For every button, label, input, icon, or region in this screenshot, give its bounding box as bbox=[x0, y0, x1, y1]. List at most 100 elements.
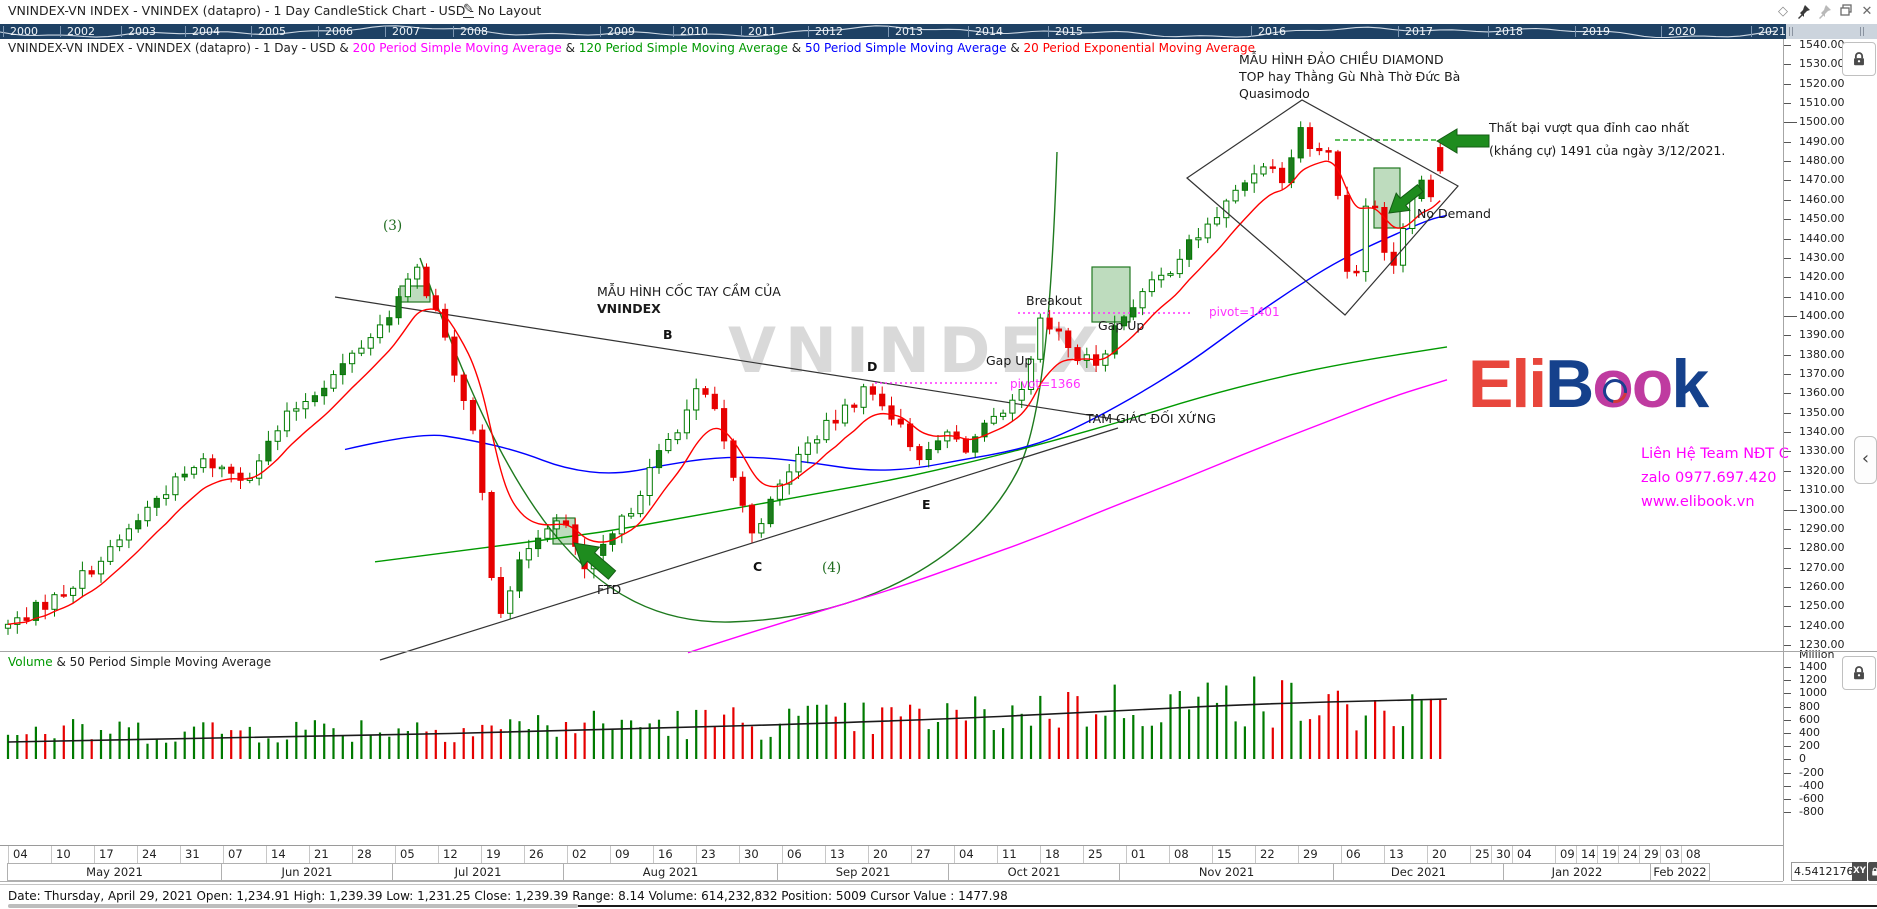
date-day-cell[interactable]: 06 bbox=[1341, 846, 1384, 863]
date-day-cell[interactable]: 03 bbox=[1660, 846, 1681, 863]
date-day-cell[interactable]: 06 bbox=[782, 846, 825, 863]
year-label[interactable]: 2019 bbox=[1582, 25, 1610, 38]
axis-lock-button[interactable] bbox=[1868, 862, 1877, 881]
date-axis-days[interactable]: 04 10 17 24 31 07 14 21 28 05 12 19 26 02 09 16 23 30 06 13… bbox=[8, 846, 1702, 863]
volume-scale-lock-button[interactable] bbox=[1842, 656, 1876, 690]
pane-divider[interactable] bbox=[0, 651, 1877, 652]
date-axis-months[interactable]: May 2021 Jun 2021 Jul 2021 Aug 2021 Sep 2021… bbox=[7, 863, 1710, 881]
year-label[interactable]: 2018 bbox=[1495, 25, 1523, 38]
date-day-cell[interactable]: 08 bbox=[1169, 846, 1212, 863]
year-label[interactable]: 2013 bbox=[895, 25, 923, 38]
date-day-cell[interactable]: 10 bbox=[51, 846, 94, 863]
date-day-cell[interactable]: 25 bbox=[1470, 846, 1491, 863]
year-label[interactable]: 2017 bbox=[1405, 25, 1433, 38]
date-day-cell[interactable]: 14 bbox=[266, 846, 309, 863]
date-day-cell[interactable]: 30 bbox=[1491, 846, 1512, 863]
year-label[interactable]: 2014 bbox=[975, 25, 1003, 38]
year-label[interactable]: 2008 bbox=[460, 25, 488, 38]
date-day-cell[interactable]: 04 bbox=[8, 846, 51, 863]
date-month-cell[interactable]: Jul 2021 bbox=[392, 863, 564, 881]
date-day-cell[interactable]: 09 bbox=[610, 846, 653, 863]
date-day-cell[interactable]: 02 bbox=[567, 846, 610, 863]
year-label[interactable]: 2021 bbox=[1758, 25, 1786, 38]
date-day-cell[interactable]: 29 bbox=[1298, 846, 1341, 863]
close-icon[interactable]: ✕ bbox=[1861, 4, 1873, 19]
date-month-cell[interactable]: Sep 2021 bbox=[777, 863, 949, 881]
year-label[interactable]: 2020 bbox=[1668, 25, 1696, 38]
trendlines[interactable] bbox=[334, 296, 1121, 661]
date-day-cell[interactable]: 26 bbox=[524, 846, 567, 863]
date-day-cell[interactable]: 28 bbox=[352, 846, 395, 863]
date-month-cell[interactable]: Dec 2021 bbox=[1333, 863, 1504, 881]
year-label[interactable]: 2015 bbox=[1055, 25, 1083, 38]
slider-grip-left[interactable] bbox=[1789, 27, 1794, 36]
year-label[interactable]: 2005 bbox=[258, 25, 286, 38]
year-label[interactable]: 2009 bbox=[607, 25, 635, 38]
year-label[interactable]: 2007 bbox=[392, 25, 420, 38]
date-day-cell[interactable]: 13 bbox=[825, 846, 868, 863]
date-day-cell[interactable]: 12 bbox=[438, 846, 481, 863]
contact-website[interactable]: www.elibook.vn bbox=[1641, 494, 1755, 510]
diamond-top-drawing[interactable] bbox=[1186, 99, 1459, 316]
date-day-cell[interactable]: 24 bbox=[137, 846, 180, 863]
edit-title-icon[interactable]: ✎ bbox=[463, 2, 474, 18]
date-month-cell[interactable]: Jan 2022 bbox=[1503, 863, 1651, 881]
horizontal-scrollbar-thumb[interactable] bbox=[8, 904, 578, 908]
date-day-cell[interactable]: 30 bbox=[739, 846, 782, 863]
xy-mode-button[interactable]: XY bbox=[1852, 862, 1867, 881]
chart-canvas[interactable]: VNINDEX bbox=[0, 0, 1783, 881]
year-navigator-bar[interactable]: 2000 2002 2003 2004 2005 2006 2007 2008 2009 2010… bbox=[0, 24, 1877, 39]
horizontal-scrollbar-track[interactable] bbox=[578, 905, 1877, 907]
date-day-cell[interactable]: 04 bbox=[954, 846, 997, 863]
date-day-cell[interactable]: 23 bbox=[696, 846, 739, 863]
date-day-cell[interactable]: 15 bbox=[1212, 846, 1255, 863]
year-label[interactable]: 2016 bbox=[1258, 25, 1286, 38]
diamond-tool-icon[interactable]: ◇ bbox=[1778, 4, 1788, 19]
date-day-cell[interactable]: 29 bbox=[1639, 846, 1660, 863]
year-label[interactable]: 2012 bbox=[815, 25, 843, 38]
date-month-cell[interactable]: Jun 2021 bbox=[221, 863, 393, 881]
date-day-cell[interactable]: 08 bbox=[1681, 846, 1702, 863]
date-day-cell[interactable]: 19 bbox=[481, 846, 524, 863]
date-day-cell[interactable]: 11 bbox=[997, 846, 1040, 863]
date-month-cell[interactable]: May 2021 bbox=[7, 863, 222, 881]
date-day-cell[interactable]: 14 bbox=[1576, 846, 1597, 863]
year-label[interactable]: 2002 bbox=[67, 25, 95, 38]
date-day-cell[interactable]: 05 bbox=[395, 846, 438, 863]
date-month-cell[interactable]: Aug 2021 bbox=[563, 863, 778, 881]
collapse-panel-button[interactable]: ‹ bbox=[1854, 436, 1877, 484]
date-day-cell[interactable]: 20 bbox=[868, 846, 911, 863]
year-label[interactable]: 2011 bbox=[748, 25, 776, 38]
date-month-cell[interactable]: Feb 2022 bbox=[1650, 863, 1710, 881]
year-label[interactable]: 2000 bbox=[10, 25, 38, 38]
slider-grip-right[interactable] bbox=[1860, 27, 1865, 36]
date-month-cell[interactable]: Nov 2021 bbox=[1119, 863, 1334, 881]
date-day-cell[interactable]: 22 bbox=[1255, 846, 1298, 863]
date-day-cell[interactable]: 01 bbox=[1126, 846, 1169, 863]
date-day-cell[interactable]: 18 bbox=[1040, 846, 1083, 863]
year-range-slider-handle[interactable] bbox=[1786, 24, 1877, 39]
price-scale-lock-button[interactable] bbox=[1842, 42, 1876, 76]
year-label[interactable]: 2006 bbox=[325, 25, 353, 38]
year-label[interactable]: 2004 bbox=[192, 25, 220, 38]
date-day-cell[interactable]: 07 bbox=[223, 846, 266, 863]
date-day-cell[interactable]: 25 bbox=[1083, 846, 1126, 863]
date-day-cell[interactable]: 13 bbox=[1384, 846, 1427, 863]
pin-faded-icon[interactable] bbox=[1816, 3, 1834, 21]
pin-icon[interactable] bbox=[1795, 3, 1813, 21]
date-day-cell[interactable]: 19 bbox=[1597, 846, 1618, 863]
date-day-cell[interactable]: 17 bbox=[94, 846, 137, 863]
restore-window-icon[interactable] bbox=[1837, 3, 1855, 21]
date-day-cell[interactable]: 04 bbox=[1512, 846, 1555, 863]
date-day-cell[interactable]: 09 bbox=[1555, 846, 1576, 863]
date-day-cell[interactable]: 20 bbox=[1427, 846, 1470, 863]
cup-arc-drawing[interactable] bbox=[419, 151, 1058, 623]
date-day-cell[interactable]: 27 bbox=[911, 846, 954, 863]
date-day-cell[interactable]: 24 bbox=[1618, 846, 1639, 863]
date-day-cell[interactable]: 16 bbox=[653, 846, 696, 863]
date-day-cell[interactable]: 31 bbox=[180, 846, 223, 863]
year-label[interactable]: 2010 bbox=[680, 25, 708, 38]
date-month-cell[interactable]: Oct 2021 bbox=[948, 863, 1120, 881]
pivot-lines[interactable] bbox=[875, 312, 1192, 384]
date-day-cell[interactable]: 21 bbox=[309, 846, 352, 863]
